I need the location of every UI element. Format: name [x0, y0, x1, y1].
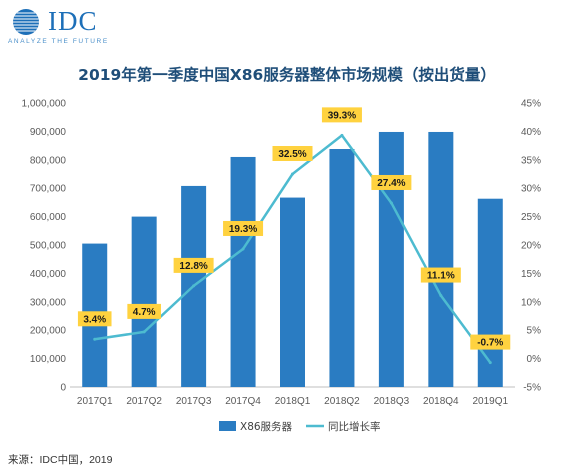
- legend-bar-label: X86服务器: [240, 420, 293, 433]
- growth-data-label: 12.8%: [173, 257, 214, 273]
- y-left-tick-label: 100,000: [30, 354, 67, 365]
- y-right-tick-label: 10%: [521, 297, 541, 308]
- bar: [131, 216, 157, 387]
- legend-line-label: 同比增长率: [328, 420, 381, 433]
- data-label-text: 32.5%: [278, 149, 306, 160]
- chart-title: 2019年第一季度中国X86服务器整体市场规模（按出货量）: [78, 65, 496, 84]
- growth-point: [142, 330, 146, 334]
- growth-point: [439, 294, 443, 298]
- y-left-tick-label: 900,000: [30, 127, 67, 138]
- x-tick-label: 2017Q4: [225, 396, 261, 407]
- brand-logo: IDC ANALYZE THE FUTURE: [8, 6, 148, 52]
- y-right-tick-label: 30%: [521, 184, 541, 195]
- y-right-tick-label: 20%: [521, 241, 541, 252]
- y-right-tick-label: -5%: [523, 383, 541, 394]
- data-label-box: [223, 220, 264, 236]
- data-label-box: [321, 107, 362, 123]
- growth-data-label: 32.5%: [272, 146, 313, 161]
- y-right-tick-label: 45%: [521, 99, 541, 110]
- data-label-text: 3.4%: [83, 314, 106, 325]
- growth-data-label: 11.1%: [420, 267, 461, 283]
- data-label-text: -0.7%: [477, 338, 503, 349]
- bar: [378, 131, 404, 387]
- legend-bar-swatch: [219, 421, 236, 431]
- data-label-box: [77, 311, 112, 327]
- brand-tagline: ANALYZE THE FUTURE: [8, 38, 109, 45]
- x-tick-label: 2018Q3: [374, 396, 410, 407]
- data-label-box: [173, 257, 214, 273]
- y-left-tick-label: 800,000: [30, 155, 67, 166]
- growth-point: [93, 337, 97, 341]
- y-right-tick-label: 5%: [527, 326, 542, 337]
- y-left-tick-label: 200,000: [30, 326, 67, 337]
- growth-point: [340, 133, 344, 137]
- y-right-tick-label: 25%: [521, 212, 541, 223]
- data-label-text: 19.3%: [229, 224, 257, 235]
- data-label-box: [272, 146, 313, 161]
- x-tick-label: 2017Q2: [126, 396, 162, 407]
- data-label-box: [371, 174, 412, 190]
- growth-data-label: -0.7%: [470, 334, 511, 350]
- growth-data-label: 39.3%: [321, 107, 362, 123]
- data-label-box: [420, 267, 461, 283]
- y-right-tick-label: 15%: [521, 269, 541, 280]
- data-label-text: 4.7%: [133, 307, 156, 318]
- growth-data-label: 3.4%: [77, 311, 112, 327]
- growth-data-label: 27.4%: [371, 174, 412, 190]
- data-label-box: [470, 334, 511, 350]
- data-label-text: 12.8%: [179, 261, 207, 272]
- growth-point: [291, 172, 294, 176]
- growth-point: [389, 201, 393, 205]
- y-right-tick-label: 35%: [521, 155, 541, 166]
- x-tick-label: 2017Q1: [77, 396, 113, 407]
- globe-icon: [13, 8, 39, 35]
- bar: [329, 149, 355, 387]
- growth-point: [241, 247, 245, 251]
- y-left-tick-label: 600,000: [30, 212, 67, 223]
- y-left-tick-label: 400,000: [30, 269, 67, 280]
- y-right-tick-label: 0%: [527, 354, 542, 365]
- y-left-tick-label: 500,000: [30, 241, 67, 252]
- source-note: 来源：IDC中国，2019: [8, 454, 113, 466]
- growth-data-label: 19.3%: [223, 220, 264, 236]
- x-tick-label: 2017Q3: [176, 396, 212, 407]
- data-label-box: [127, 303, 161, 319]
- y-right-tick-label: 40%: [521, 127, 541, 138]
- brand-name: IDC: [48, 6, 98, 36]
- data-label-text: 39.3%: [328, 110, 356, 121]
- data-label-text: 11.1%: [427, 271, 455, 282]
- y-left-tick-label: 300,000: [30, 297, 67, 308]
- x-tick-label: 2018Q1: [275, 396, 311, 407]
- growth-point: [192, 284, 196, 288]
- bar: [477, 198, 503, 387]
- data-label-text: 27.4%: [377, 178, 405, 189]
- bar: [428, 131, 454, 387]
- growth-data-label: 4.7%: [127, 303, 161, 319]
- bar: [230, 156, 256, 387]
- bar: [280, 197, 305, 387]
- growth-point: [488, 361, 492, 365]
- y-left-tick-label: 1,000,000: [22, 99, 67, 110]
- y-left-tick-label: 700,000: [30, 184, 67, 195]
- x-tick-label: 2019Q1: [472, 396, 508, 407]
- x-tick-label: 2018Q2: [324, 396, 360, 407]
- x-tick-label: 2018Q4: [423, 396, 459, 407]
- y-left-tick-label: 0: [60, 383, 66, 394]
